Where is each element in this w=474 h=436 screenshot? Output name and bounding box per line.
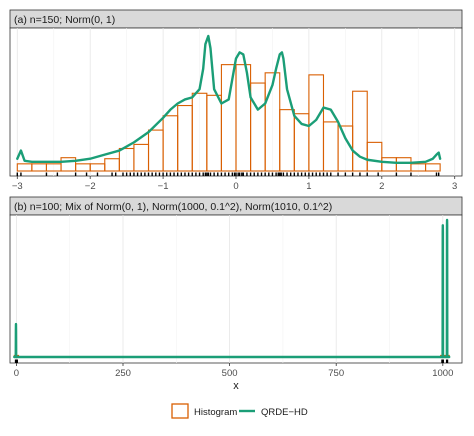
panel-b-x-axis: 0 250 500 750 1000 [14, 363, 453, 379]
x-tick-label: −1 [158, 181, 169, 192]
x-tick-label: 0 [14, 368, 19, 379]
histogram-bar [424, 163, 441, 172]
x-tick-label: 250 [115, 368, 131, 379]
x-tick-label: 500 [222, 368, 238, 379]
x-tick-label: 750 [328, 368, 344, 379]
histogram-bar [352, 90, 368, 172]
qrde-hd-line [13, 218, 451, 359]
x-tick-label: −3 [12, 181, 23, 192]
x-tick-label: −2 [85, 181, 96, 192]
panel-b-title: (b) n=100; Mix of Norm(0, 1), Norm(1000,… [14, 201, 332, 213]
legend-key-histogram [171, 403, 189, 419]
legend: Histogram QRDE−HD [171, 403, 308, 419]
panel-a-marks [16, 28, 456, 176]
panel-b-plot-area [9, 214, 463, 364]
x-axis-title: x [233, 380, 239, 392]
legend-label-histogram: Histogram [194, 407, 237, 418]
panel-a: (a) n=150; Norm(0, 1) −3 −2 −1 0 1 2 3 [9, 9, 463, 192]
histogram-bar [366, 141, 383, 172]
x-tick-label: 3 [452, 181, 457, 192]
qrde-hd-line [16, 34, 442, 165]
x-tick-label: 0 [233, 181, 238, 192]
panel-b: (b) n=100; Mix of Norm(0, 1), Norm(1000,… [9, 196, 463, 392]
x-tick-label: 1 [306, 181, 311, 192]
legend-label-qrde: QRDE−HD [261, 407, 308, 418]
panel-a-title: (a) n=150; Norm(0, 1) [14, 14, 115, 26]
panel-b-marks [13, 215, 451, 363]
x-tick-label: 1000 [432, 368, 453, 379]
x-tick-label: 2 [379, 181, 384, 192]
panel-a-x-axis: −3 −2 −1 0 1 2 3 [12, 176, 457, 192]
